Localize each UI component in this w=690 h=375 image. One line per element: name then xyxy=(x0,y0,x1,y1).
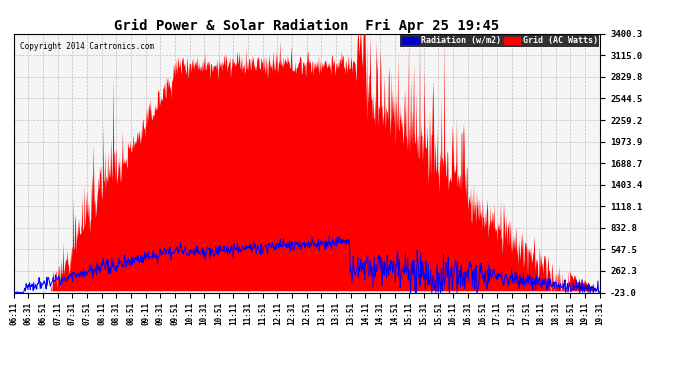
Legend: Radiation (w/m2), Grid (AC Watts): Radiation (w/m2), Grid (AC Watts) xyxy=(400,34,600,47)
Text: Copyright 2014 Cartronics.com: Copyright 2014 Cartronics.com xyxy=(19,42,154,51)
Title: Grid Power & Solar Radiation  Fri Apr 25 19:45: Grid Power & Solar Radiation Fri Apr 25 … xyxy=(115,18,500,33)
